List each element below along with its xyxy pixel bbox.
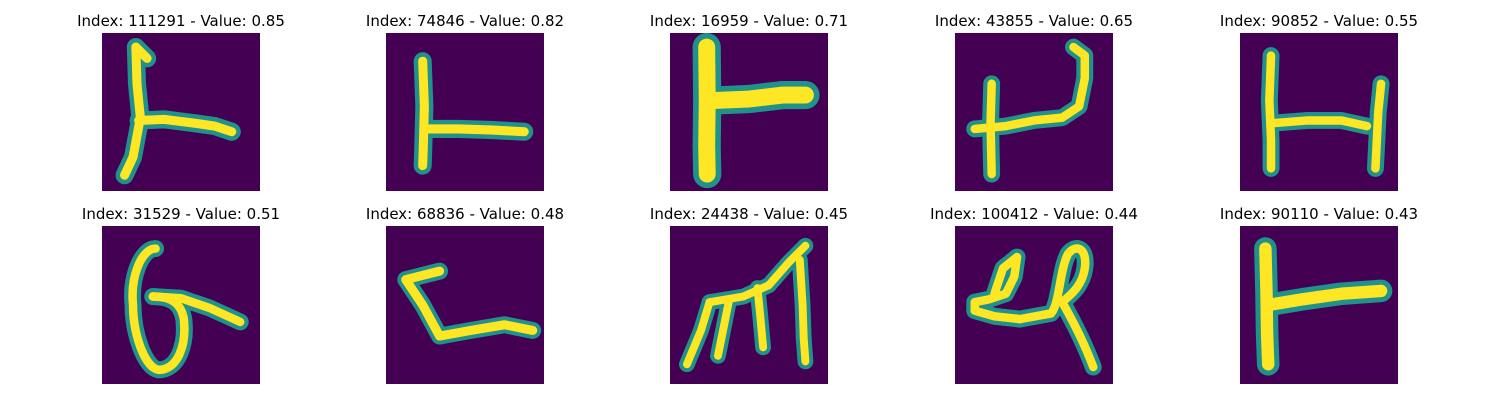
panel-title-9: Index: 100412 - Value: 0.44: [930, 205, 1138, 223]
glyph-image-10: [1240, 226, 1398, 384]
panel-title-5: Index: 90852 - Value: 0.55: [1219, 12, 1419, 30]
grid-panel-9: Index: 100412 - Value: 0.44: [924, 204, 1144, 394]
glyph-image-6: [102, 226, 260, 384]
panel-title-7: Index: 68836 - Value: 0.48: [365, 205, 565, 223]
panel-title-1: Index: 111291 - Value: 0.85: [77, 12, 285, 30]
panel-title-4: Index: 43855 - Value: 0.65: [934, 12, 1134, 30]
panel-title-3: Index: 16959 - Value: 0.71: [649, 12, 849, 30]
panel-title-10: Index: 90110 - Value: 0.43: [1219, 205, 1419, 223]
glyph-image-2: [386, 33, 544, 191]
glyph-image-4: [955, 33, 1113, 191]
panel-title-8: Index: 24438 - Value: 0.45: [649, 205, 849, 223]
grid-panel-10: Index: 90110 - Value: 0.43: [1209, 204, 1429, 394]
glyph-image-1: [102, 33, 260, 191]
grid-panel-2: Index: 74846 - Value: 0.82: [355, 11, 575, 201]
grid-panel-1: Index: 111291 - Value: 0.85: [71, 11, 291, 201]
grid-panel-7: Index: 68836 - Value: 0.48: [355, 204, 575, 394]
grid-panel-5: Index: 90852 - Value: 0.55: [1209, 11, 1429, 201]
glyph-image-7: [386, 226, 544, 384]
panel-title-6: Index: 31529 - Value: 0.51: [81, 205, 281, 223]
grid-panel-3: Index: 16959 - Value: 0.71: [639, 11, 859, 201]
grid-panel-4: Index: 43855 - Value: 0.65: [924, 11, 1144, 201]
grid-panel-6: Index: 31529 - Value: 0.51: [71, 204, 291, 394]
glyph-image-3: [670, 33, 828, 191]
glyph-image-5: [1240, 33, 1398, 191]
panel-title-2: Index: 74846 - Value: 0.82: [365, 12, 565, 30]
glyph-image-9: [955, 226, 1113, 384]
glyph-image-8: [670, 226, 828, 384]
grid-panel-8: Index: 24438 - Value: 0.45: [639, 204, 859, 394]
